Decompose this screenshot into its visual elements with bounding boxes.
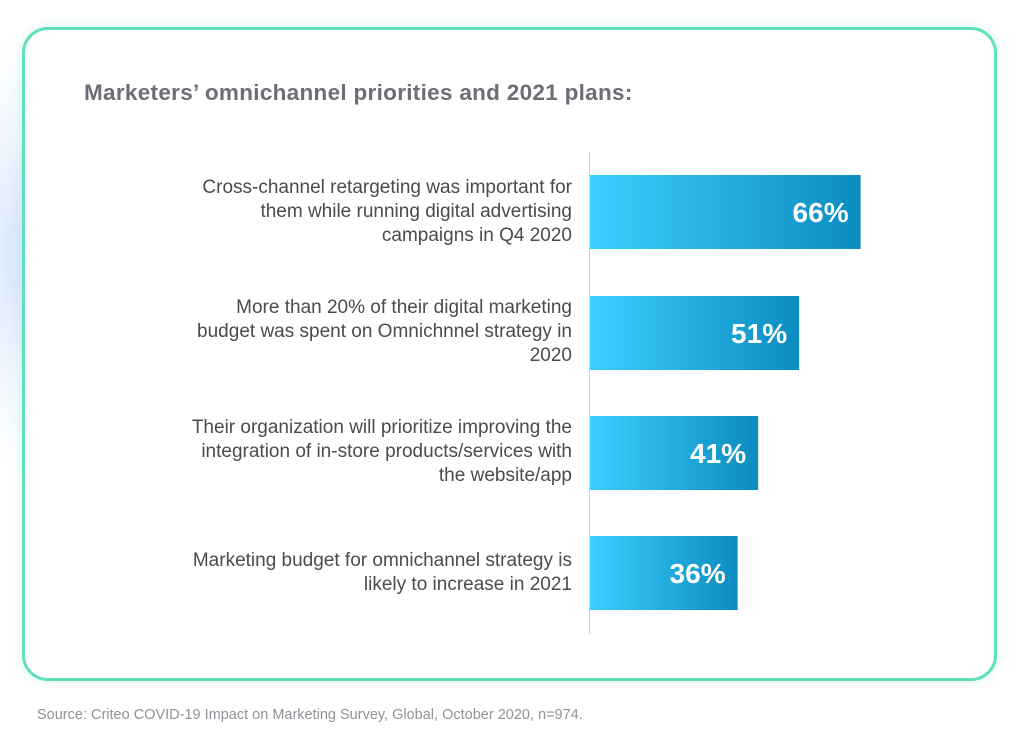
- category-label-4: Marketing budget for omnichannel strateg…: [192, 550, 572, 595]
- bar-value-label-2: 51%: [731, 318, 787, 349]
- bar-value-label-3: 41%: [690, 438, 746, 469]
- bar-2: [590, 296, 800, 370]
- bar-1: [590, 175, 861, 249]
- category-label-3: Their organization will prioritize impro…: [191, 417, 572, 486]
- bar-4: [590, 536, 738, 610]
- source-note: Source: Criteo COVID-19 Impact on Market…: [37, 707, 583, 723]
- category-label-1: Cross-channel retargeting was important …: [202, 177, 572, 246]
- category-label-2: More than 20% of their digital marketing…: [197, 297, 572, 366]
- bar-3: [590, 416, 759, 490]
- bar-value-label-4: 36%: [670, 558, 726, 589]
- chart-title: Marketers’ omnichannel priorities and 20…: [84, 80, 633, 105]
- bar-value-label-1: 66%: [793, 197, 849, 228]
- chart-card: [22, 27, 997, 681]
- category-axis-line: [589, 152, 590, 634]
